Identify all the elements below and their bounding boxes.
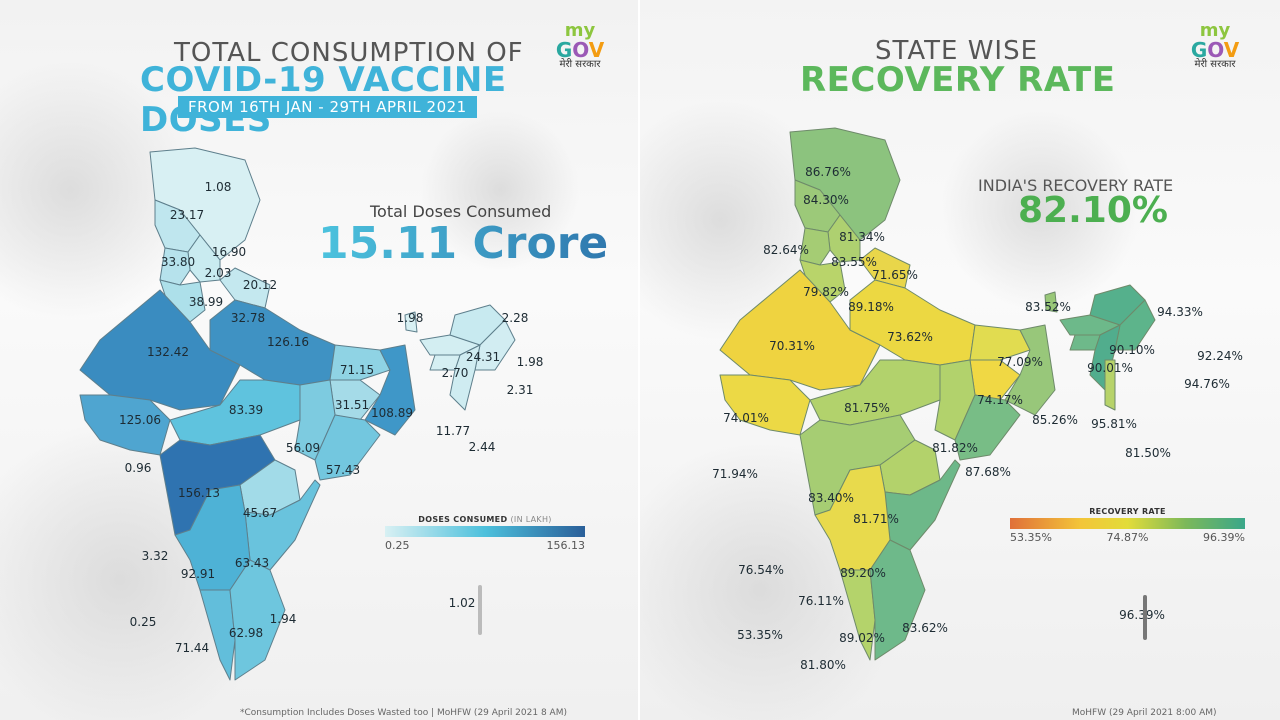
label-goa: 3.32 <box>141 549 169 563</box>
title-line-2: COVID-19 VACCINE DOSES <box>140 60 507 140</box>
label-odisha: 57.43 <box>325 463 361 477</box>
label-jharkhand: 74.17% <box>977 393 1023 407</box>
label-arunachal-pradesh: 94.33% <box>1157 305 1203 319</box>
label-chhattisgarh: 56.09 <box>285 441 321 455</box>
label-bihar: 71.15 <box>339 363 375 377</box>
label-meghalaya: 90.01% <box>1087 361 1133 375</box>
label-telangana: 45.67 <box>242 506 278 520</box>
doses-color-scale <box>385 526 585 537</box>
label-maharashtra: 156.13 <box>178 486 220 500</box>
label-goa: 76.54% <box>738 563 784 577</box>
label-dnh-dd: 71.94% <box>712 467 758 481</box>
label-kerala: 71.44 <box>174 641 210 655</box>
label-chhattisgarh: 81.82% <box>932 441 978 455</box>
national-recovery-label: INDIA'S RECOVERY RATE <box>978 176 1174 195</box>
india-vaccine-map <box>79 147 516 681</box>
label-jharkhand: 31.51 <box>334 398 370 412</box>
label-rajasthan: 132.42 <box>147 345 189 359</box>
vaccine-doses-panel: TOTAL CONSUMPTION OF COVID-19 VACCINE DO… <box>0 0 640 720</box>
label-tripura: 95.81% <box>1091 417 1137 431</box>
label-madhya-pradesh: 83.39 <box>228 403 264 417</box>
label-nagaland: 92.24% <box>1197 349 1243 363</box>
label-uttarakhand: 20.12 <box>242 278 278 292</box>
label-manipur: 94.76% <box>1184 377 1230 391</box>
background-photo <box>940 110 1140 310</box>
label-puducherry: 1.94 <box>269 612 297 626</box>
label-west-bengal: 108.89 <box>371 406 413 420</box>
label-assam: 24.31 <box>465 350 501 364</box>
total-doses-value: 15.11 Crore <box>318 218 609 269</box>
label-manipur: 2.31 <box>506 383 534 397</box>
label-ladakh: 86.76% <box>805 165 851 179</box>
label-lakshadweep: 0.25 <box>129 615 157 629</box>
label-assam: 90.10% <box>1109 343 1155 357</box>
label-nagaland: 1.98 <box>516 355 544 369</box>
label-gujarat: 125.06 <box>119 413 161 427</box>
label-dnh-dd: 0.96 <box>124 461 152 475</box>
label-arunachal-pradesh: 2.28 <box>501 311 529 325</box>
label-jammu-kashmir: 23.17 <box>169 208 205 222</box>
label-kerala: 81.80% <box>800 658 846 672</box>
label-andhra-pradesh: 63.43 <box>234 556 270 570</box>
label-uttar-pradesh: 126.16 <box>267 335 309 349</box>
label-tripura: 11.77 <box>435 424 471 438</box>
mygov-logo: my GOV मेरी सरकार <box>555 20 605 70</box>
label-chandigarh: 83.55% <box>831 255 877 269</box>
label-punjab: 82.64% <box>763 243 809 257</box>
label-delhi: 32.78 <box>230 311 266 325</box>
label-chandigarh: 2.03 <box>204 266 232 280</box>
label-rajasthan: 70.31% <box>769 339 815 353</box>
recovery-rate-panel: STATE WISE RECOVERY RATE my GOV मेरी सरक… <box>640 0 1280 720</box>
mygov-logo: my GOV मेरी सरकार <box>1190 20 1240 70</box>
andaman-islands-shape <box>478 585 482 635</box>
india-recovery-map <box>719 127 1156 661</box>
label-sikkim: 83.52% <box>1025 300 1071 314</box>
label-maharashtra: 83.40% <box>808 491 854 505</box>
label-sikkim: 1.98 <box>396 311 424 325</box>
label-tamil-nadu: 89.02% <box>839 631 885 645</box>
label-west-bengal: 85.26% <box>1032 413 1078 427</box>
background-photo <box>420 110 580 270</box>
label-uttarakhand: 71.65% <box>872 268 918 282</box>
label-gujarat: 74.01% <box>723 411 769 425</box>
title-line-2: RECOVERY RATE <box>800 60 1116 100</box>
recovery-legend: RECOVERY RATE 53.35% 74.87% 96.39% <box>1010 507 1245 544</box>
label-delhi: 89.18% <box>848 300 894 314</box>
label-himachal-pradesh: 16.90 <box>211 245 247 259</box>
label-karnataka: 92.91 <box>180 567 216 581</box>
label-tamil-nadu: 62.98 <box>228 626 264 640</box>
label-puducherry: 83.62% <box>902 621 948 635</box>
title-line-1: STATE WISE <box>875 36 1039 66</box>
label-ladakh: 1.08 <box>204 180 232 194</box>
andaman-islands-shape <box>1143 595 1147 640</box>
date-range-banner: FROM 16TH JAN - 29TH APRIL 2021 <box>178 96 477 118</box>
label-karnataka: 76.11% <box>798 594 844 608</box>
label-andaman-nicobar: 96.39% <box>1119 608 1165 622</box>
title-line-1: TOTAL CONSUMPTION OF <box>174 38 524 68</box>
label-haryana: 38.99 <box>188 295 224 309</box>
recovery-color-scale <box>1010 518 1245 529</box>
label-bihar: 77.09% <box>997 355 1043 369</box>
label-mizoram: 81.50% <box>1125 446 1171 460</box>
label-andhra-pradesh: 89.20% <box>840 566 886 580</box>
footnote: *Consumption Includes Doses Wasted too |… <box>240 708 567 718</box>
label-telangana: 81.71% <box>853 512 899 526</box>
label-himachal-pradesh: 81.34% <box>839 230 885 244</box>
doses-legend: DOSES CONSUMED (IN LAKH) 0.25 156.13 <box>385 515 585 552</box>
label-madhya-pradesh: 81.75% <box>844 401 890 415</box>
label-mizoram: 2.44 <box>468 440 496 454</box>
total-doses-label: Total Doses Consumed <box>370 202 552 221</box>
label-odisha: 87.68% <box>965 465 1011 479</box>
label-haryana: 79.82% <box>803 285 849 299</box>
national-recovery-value: 82.10% <box>1018 190 1168 231</box>
label-andaman-nicobar: 1.02 <box>448 596 476 610</box>
label-lakshadweep: 53.35% <box>737 628 783 642</box>
label-meghalaya: 2.70 <box>441 366 469 380</box>
label-uttar-pradesh: 73.62% <box>887 330 933 344</box>
label-punjab: 33.80 <box>160 255 196 269</box>
label-jammu-kashmir: 84.30% <box>803 193 849 207</box>
footnote: MoHFW (29 April 2021 8:00 AM) <box>1072 708 1217 718</box>
